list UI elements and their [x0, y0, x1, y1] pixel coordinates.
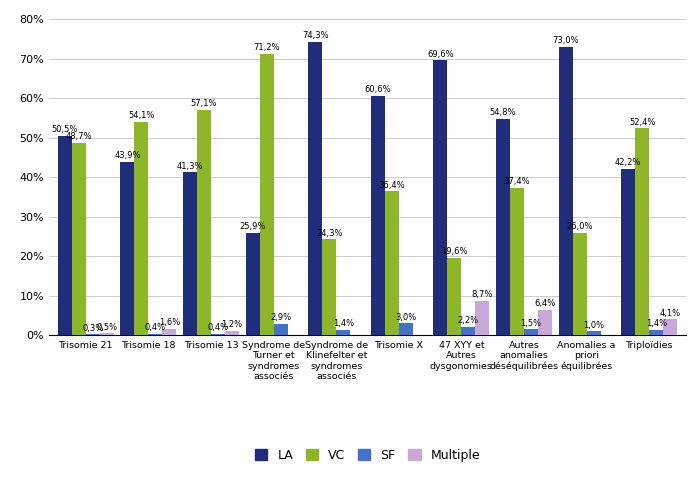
Text: 25,9%: 25,9%	[239, 222, 266, 231]
Text: 2,2%: 2,2%	[458, 316, 479, 325]
Text: 50,5%: 50,5%	[52, 125, 78, 134]
Bar	[274, 324, 288, 335]
Text: 74,3%: 74,3%	[302, 31, 328, 40]
Text: 24,3%: 24,3%	[316, 228, 342, 238]
Text: 4,1%: 4,1%	[659, 308, 680, 318]
Bar	[134, 122, 148, 335]
Bar	[72, 143, 86, 335]
Legend: LA, VC, SF, Multiple: LA, VC, SF, Multiple	[248, 443, 486, 468]
Bar	[308, 42, 322, 335]
Bar	[58, 136, 72, 335]
Bar	[162, 329, 176, 335]
Text: 54,8%: 54,8%	[490, 108, 517, 117]
Bar	[336, 330, 350, 335]
Bar	[461, 327, 475, 335]
Text: 54,1%: 54,1%	[128, 111, 155, 120]
Text: 0,4%: 0,4%	[145, 323, 166, 332]
Bar	[524, 330, 538, 335]
Bar	[587, 331, 601, 335]
Text: 0,4%: 0,4%	[207, 323, 229, 332]
Text: 48,7%: 48,7%	[66, 132, 92, 141]
Bar	[559, 47, 573, 335]
Bar	[211, 334, 225, 335]
Bar	[538, 310, 552, 335]
Bar	[475, 301, 489, 335]
Bar	[246, 233, 260, 335]
Text: 43,9%: 43,9%	[114, 151, 141, 160]
Text: 41,3%: 41,3%	[177, 161, 203, 171]
Bar	[120, 162, 134, 335]
Bar	[399, 323, 413, 335]
Text: 6,4%: 6,4%	[534, 299, 556, 308]
Bar	[496, 119, 510, 335]
Bar	[100, 333, 114, 335]
Text: 0,3%: 0,3%	[82, 323, 104, 332]
Text: 1,0%: 1,0%	[583, 321, 604, 330]
Text: 26,0%: 26,0%	[566, 222, 593, 231]
Bar	[148, 334, 162, 335]
Text: 69,6%: 69,6%	[427, 50, 454, 59]
Text: 71,2%: 71,2%	[253, 44, 280, 52]
Text: 1,4%: 1,4%	[645, 319, 666, 328]
Text: 3,0%: 3,0%	[395, 313, 416, 322]
Bar	[385, 192, 399, 335]
Text: 60,6%: 60,6%	[365, 85, 391, 94]
Text: 2,9%: 2,9%	[270, 313, 291, 322]
Text: 8,7%: 8,7%	[472, 290, 493, 299]
Text: 52,4%: 52,4%	[629, 118, 655, 126]
Bar	[260, 54, 274, 335]
Bar	[322, 240, 336, 335]
Text: 37,4%: 37,4%	[504, 177, 531, 186]
Bar	[433, 60, 447, 335]
Bar	[621, 169, 635, 335]
Bar	[510, 187, 524, 335]
Bar	[573, 232, 587, 335]
Bar	[197, 110, 211, 335]
Text: 1,5%: 1,5%	[520, 319, 542, 328]
Bar	[447, 258, 461, 335]
Text: 1,4%: 1,4%	[332, 319, 354, 328]
Text: 1,2%: 1,2%	[221, 320, 243, 329]
Text: 73,0%: 73,0%	[552, 36, 579, 45]
Bar	[86, 334, 100, 335]
Bar	[371, 96, 385, 335]
Text: 36,4%: 36,4%	[379, 181, 405, 190]
Text: 0,5%: 0,5%	[96, 323, 118, 332]
Bar	[663, 319, 677, 335]
Bar	[635, 128, 649, 335]
Bar	[225, 331, 239, 335]
Bar	[183, 172, 197, 335]
Text: 42,2%: 42,2%	[615, 158, 641, 167]
Bar	[649, 330, 663, 335]
Text: 19,6%: 19,6%	[441, 247, 468, 256]
Text: 1,6%: 1,6%	[159, 319, 180, 328]
Text: 57,1%: 57,1%	[191, 99, 217, 108]
